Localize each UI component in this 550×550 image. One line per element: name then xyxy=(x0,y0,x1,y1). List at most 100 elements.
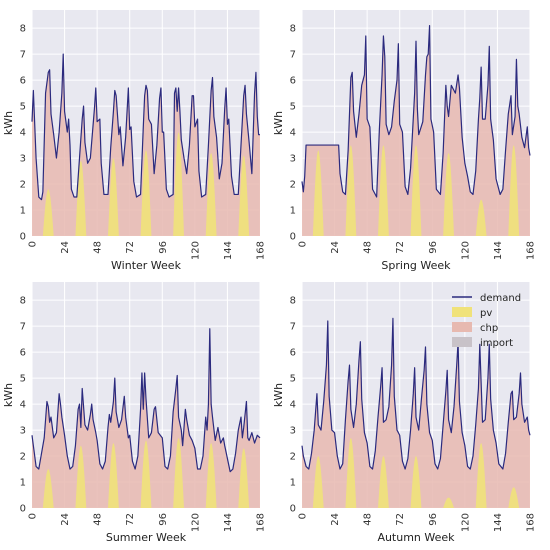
x-tick-label: 72 xyxy=(125,241,136,254)
panel-2: 0 1 2 3 4 5 6 7 8 0 24 48 72 96 120 144 168 Spring Week kW… xyxy=(272,10,537,272)
y-tick-label: 7 xyxy=(290,322,296,333)
y-tick-label: 4 xyxy=(20,400,26,411)
y-tick-label: 8 xyxy=(20,24,26,35)
y-tick-label: 8 xyxy=(290,24,296,35)
y-tick-label: 0 xyxy=(20,504,26,515)
y-tick-label: 3 xyxy=(290,154,296,165)
legend-swatch-chp xyxy=(452,322,472,332)
y-tick-label: 2 xyxy=(290,180,296,191)
y-tick-label: 1 xyxy=(290,478,296,489)
legend-label-import: import xyxy=(480,338,513,349)
x-tick-label: 168 xyxy=(256,241,267,260)
y-tick-label: 6 xyxy=(290,76,296,87)
y-axis-label: kWh xyxy=(272,383,285,407)
x-tick-label: 144 xyxy=(223,241,234,260)
x-tick-label: 0 xyxy=(28,513,39,519)
x-tick-label: 24 xyxy=(330,241,341,254)
x-tick-label: 24 xyxy=(60,513,71,526)
x-tick-label: 120 xyxy=(460,513,471,532)
x-axis-label: Spring Week xyxy=(381,259,451,272)
x-tick-label: 72 xyxy=(395,241,406,254)
y-tick-label: 6 xyxy=(20,348,26,359)
x-tick-label: 120 xyxy=(460,241,471,260)
x-tick-label: 120 xyxy=(190,513,201,532)
pv-area xyxy=(32,132,260,236)
legend-label-pv: pv xyxy=(480,308,492,319)
x-axis-label: Summer Week xyxy=(106,531,187,544)
y-tick-label: 5 xyxy=(290,102,296,113)
y-tick-label: 4 xyxy=(290,400,296,411)
y-axis-label: kWh xyxy=(2,383,15,407)
y-tick-label: 7 xyxy=(290,50,296,61)
x-tick-label: 24 xyxy=(330,513,341,526)
pv-area xyxy=(32,437,260,508)
x-tick-label: 144 xyxy=(493,513,504,532)
legend-label-demand: demand xyxy=(480,293,521,304)
x-tick-label: 168 xyxy=(526,241,537,260)
x-axis-label: Autumn Week xyxy=(377,531,455,544)
pv-area xyxy=(302,145,530,236)
x-tick-label: 48 xyxy=(363,513,374,526)
x-tick-label: 48 xyxy=(93,513,104,526)
panel-1: 0 1 2 3 4 5 6 7 8 0 24 48 72 96 120 144 168 Winter Week kW… xyxy=(2,10,267,272)
x-tick-label: 24 xyxy=(60,241,71,254)
y-tick-label: 0 xyxy=(290,232,296,243)
y-axis-label: kWh xyxy=(2,111,15,135)
y-tick-label: 8 xyxy=(290,296,296,307)
y-tick-label: 0 xyxy=(20,232,26,243)
x-axis-label: Winter Week xyxy=(111,259,182,272)
demand-line xyxy=(31,53,260,201)
demand-line xyxy=(301,24,531,198)
demand-line xyxy=(301,317,531,470)
y-tick-label: 3 xyxy=(290,426,296,437)
x-tick-label: 48 xyxy=(363,241,374,254)
x-tick-label: 168 xyxy=(526,513,537,532)
pv-area xyxy=(302,437,530,508)
x-tick-label: 96 xyxy=(158,513,169,526)
x-tick-label: 72 xyxy=(125,513,136,526)
panel-4: 0 1 2 3 4 5 6 7 8 0 24 48 72 96 120 144 168 Autumn Week kW… xyxy=(272,282,537,544)
legend-label-chp: chp xyxy=(480,323,498,334)
y-tick-label: 1 xyxy=(20,206,26,217)
x-tick-label: 96 xyxy=(428,241,439,254)
x-tick-label: 96 xyxy=(428,513,439,526)
y-tick-label: 2 xyxy=(290,452,296,463)
x-tick-label: 144 xyxy=(493,241,504,260)
y-tick-label: 5 xyxy=(290,374,296,385)
x-tick-label: 72 xyxy=(395,513,406,526)
y-tick-label: 8 xyxy=(20,296,26,307)
legend: demand pv chp import xyxy=(452,293,521,349)
chp-area xyxy=(302,25,530,237)
demand-line xyxy=(31,328,261,473)
y-tick-label: 4 xyxy=(20,128,26,139)
y-tick-label: 0 xyxy=(290,504,296,515)
y-tick-label: 2 xyxy=(20,452,26,463)
x-tick-label: 144 xyxy=(223,513,234,532)
y-tick-label: 6 xyxy=(290,348,296,359)
x-tick-label: 0 xyxy=(298,241,309,247)
y-tick-label: 2 xyxy=(20,180,26,191)
y-tick-label: 1 xyxy=(290,206,296,217)
y-tick-label: 1 xyxy=(20,478,26,489)
chp-area xyxy=(32,54,260,236)
x-tick-label: 48 xyxy=(93,241,104,254)
y-tick-label: 3 xyxy=(20,426,26,437)
y-tick-label: 7 xyxy=(20,50,26,61)
y-tick-label: 5 xyxy=(20,102,26,113)
chp-area xyxy=(32,328,260,508)
x-tick-label: 96 xyxy=(158,241,169,254)
panel-3: 0 1 2 3 4 5 6 7 8 0 24 48 72 96 120 144 168 Summer Week kW… xyxy=(2,282,267,544)
y-tick-label: 4 xyxy=(290,128,296,139)
legend-swatch-pv xyxy=(452,307,472,317)
x-tick-label: 120 xyxy=(190,241,201,260)
y-tick-label: 6 xyxy=(20,76,26,87)
legend-swatch-import xyxy=(452,337,472,347)
x-tick-label: 0 xyxy=(28,241,39,247)
x-tick-label: 168 xyxy=(256,513,267,532)
y-axis-label: kWh xyxy=(272,111,285,135)
y-tick-label: 3 xyxy=(20,154,26,165)
y-tick-label: 5 xyxy=(20,374,26,385)
y-tick-label: 7 xyxy=(20,322,26,333)
x-tick-label: 0 xyxy=(298,513,309,519)
